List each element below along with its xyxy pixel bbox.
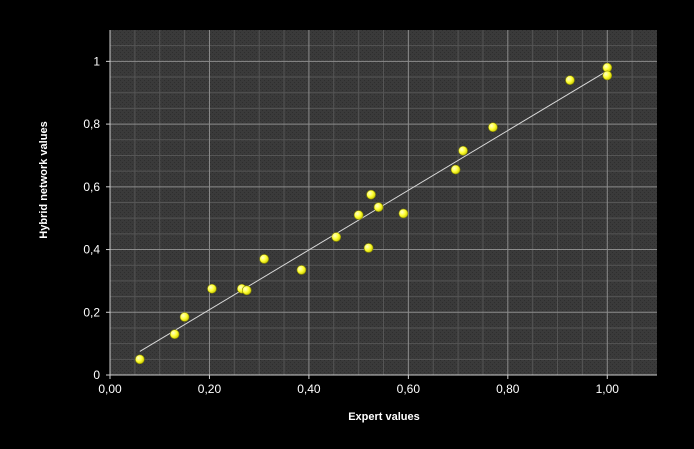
data-point bbox=[169, 329, 180, 340]
y-tick-label: 0,2 bbox=[83, 305, 100, 319]
x-tick-label: 0,60 bbox=[397, 382, 421, 396]
data-point bbox=[450, 164, 461, 175]
data-point bbox=[366, 189, 376, 200]
data-point bbox=[458, 145, 468, 156]
data-point bbox=[296, 265, 307, 275]
tick-labels: 0,00 0,20 0,40 0,60 0,80 1,00 0 0,2 0,4 0,6 0,8 1 bbox=[83, 54, 619, 396]
x-tick-label: 0,80 bbox=[496, 382, 520, 396]
x-tick-label: 1,00 bbox=[596, 382, 620, 396]
x-axis-title: Expert values bbox=[348, 411, 420, 423]
data-point bbox=[398, 208, 409, 219]
y-tick-label: 0 bbox=[93, 368, 100, 382]
x-tick-label: 0,40 bbox=[297, 382, 321, 396]
data-point bbox=[241, 285, 252, 296]
x-tick-label: 0,20 bbox=[198, 382, 222, 396]
trendline bbox=[139, 70, 608, 352]
data-point bbox=[373, 202, 384, 213]
data-point bbox=[565, 75, 575, 85]
y-axis-title: Hybrid network values bbox=[38, 121, 50, 238]
y-tick-label: 0,4 bbox=[83, 243, 100, 257]
data-point bbox=[207, 283, 217, 294]
y-tick-label: 1 bbox=[93, 54, 100, 68]
data-point bbox=[363, 243, 374, 253]
y-tick-label: 0,6 bbox=[83, 180, 100, 194]
x-tick-label: 0,00 bbox=[98, 382, 122, 396]
grid bbox=[110, 30, 657, 375]
data-point bbox=[331, 232, 342, 242]
data-point bbox=[353, 210, 364, 220]
trendline-group bbox=[139, 70, 608, 352]
data-point bbox=[179, 312, 190, 322]
y-tick-label: 0,8 bbox=[83, 117, 100, 131]
data-points bbox=[135, 62, 613, 365]
data-point bbox=[602, 70, 613, 81]
data-point bbox=[259, 254, 269, 264]
axes bbox=[106, 30, 657, 379]
data-point bbox=[488, 122, 498, 133]
data-point bbox=[135, 354, 145, 365]
